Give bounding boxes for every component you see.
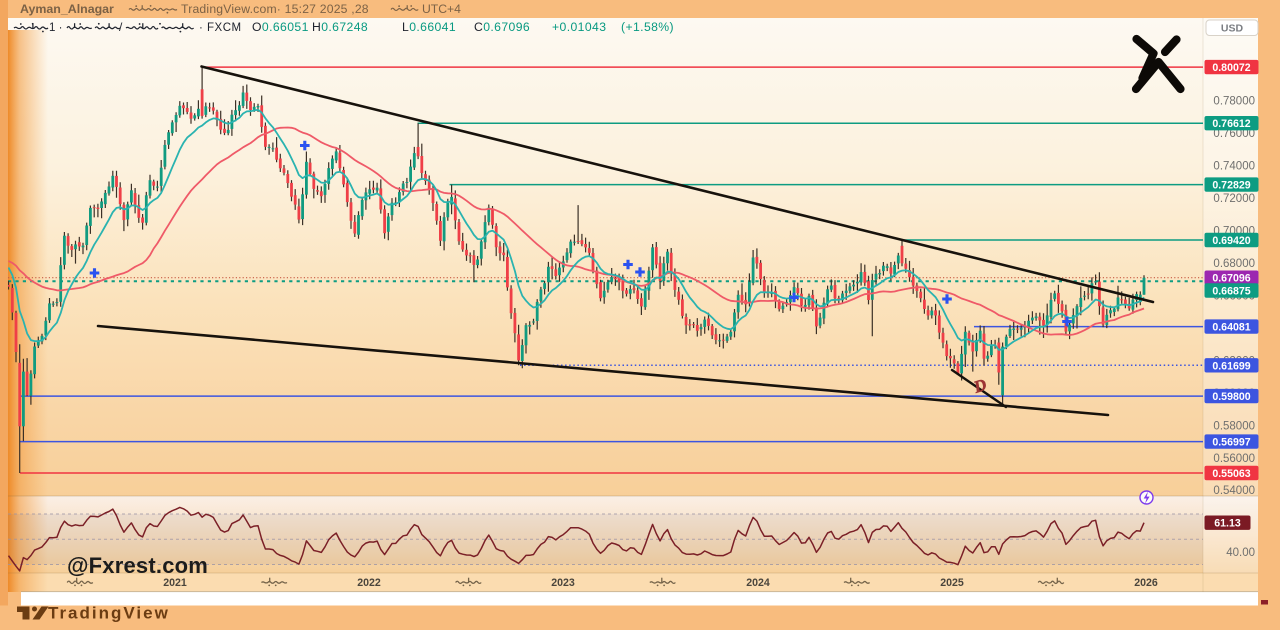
svg-text:0.55063: 0.55063 — [1212, 468, 1250, 480]
svg-text:TradingView.com· 15:27 2025 ,2: TradingView.com· 15:27 2025 ,28 — [181, 2, 369, 16]
svg-text:0.59800: 0.59800 — [1212, 391, 1250, 403]
svg-text:@Fxrest.com: @Fxrest.com — [67, 553, 208, 578]
svg-text:+0.01043: +0.01043 — [552, 20, 606, 34]
svg-text:0.69420: 0.69420 — [1212, 235, 1250, 247]
svg-text:USD: USD — [1221, 23, 1244, 35]
svg-text:0.78000: 0.78000 — [1213, 96, 1255, 108]
svg-text:0.76000: 0.76000 — [1213, 128, 1255, 140]
svg-text:/: / — [119, 20, 123, 34]
svg-text:C0.67096: C0.67096 — [474, 20, 530, 34]
svg-text:40.00: 40.00 — [1226, 547, 1255, 559]
svg-text:L0.66041: L0.66041 — [402, 20, 456, 34]
svg-text:0.80072: 0.80072 — [1212, 62, 1250, 74]
svg-text:TradingView: TradingView — [48, 604, 170, 623]
svg-text:0.66875: 0.66875 — [1212, 286, 1250, 298]
svg-text:0.56997: 0.56997 — [1212, 437, 1250, 449]
svg-text:0.72829: 0.72829 — [1212, 180, 1250, 192]
svg-text:O0.66051: O0.66051 — [252, 20, 309, 34]
svg-text:H0.67248: H0.67248 — [312, 20, 368, 34]
svg-text:0.61699: 0.61699 — [1212, 360, 1250, 372]
svg-text:· FXCM: · FXCM — [199, 22, 242, 34]
svg-text:0.68000: 0.68000 — [1213, 258, 1255, 270]
svg-text:2024: 2024 — [746, 577, 770, 589]
svg-text:0.72000: 0.72000 — [1213, 193, 1255, 205]
svg-text:0.58000: 0.58000 — [1213, 420, 1255, 432]
svg-text:2022: 2022 — [357, 577, 381, 589]
svg-text:2021: 2021 — [163, 577, 187, 589]
svg-text:2025: 2025 — [940, 577, 964, 589]
svg-text:D: D — [970, 375, 989, 397]
svg-text:0.67096: 0.67096 — [1212, 273, 1250, 285]
svg-text:61.13: 61.13 — [1214, 518, 1241, 530]
svg-text:0.54000: 0.54000 — [1213, 485, 1255, 497]
svg-text:0.76612: 0.76612 — [1212, 118, 1250, 130]
svg-text:0.74000: 0.74000 — [1213, 161, 1255, 173]
svg-text:0.56000: 0.56000 — [1213, 453, 1255, 465]
svg-text:UTC+4: UTC+4 — [422, 2, 461, 16]
svg-text:(+1.58%): (+1.58%) — [621, 20, 674, 34]
svg-text:Ayman_Alnagar: Ayman_Alnagar — [20, 2, 114, 16]
svg-text:2026: 2026 — [1134, 577, 1158, 589]
svg-text:1 ·: 1 · — [49, 22, 62, 34]
svg-text:0.64081: 0.64081 — [1212, 322, 1250, 334]
svg-text:2023: 2023 — [551, 577, 575, 589]
